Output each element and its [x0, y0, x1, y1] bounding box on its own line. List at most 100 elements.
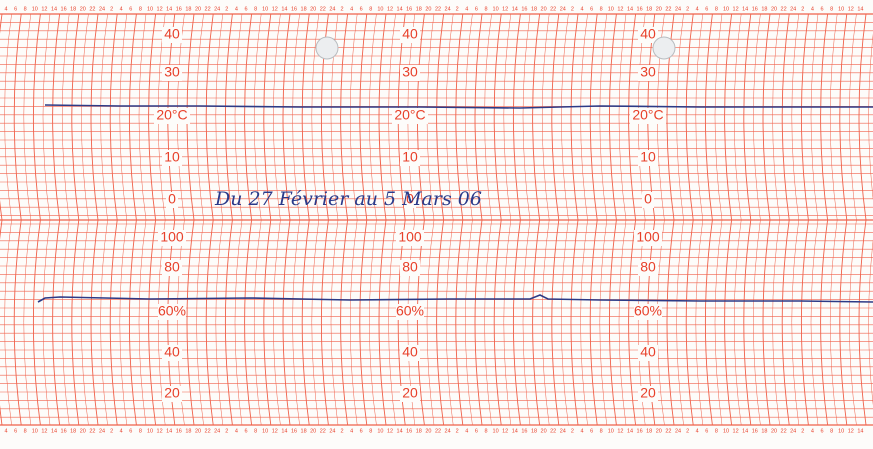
temperature-label: 10: [640, 149, 656, 165]
time-label: 6: [590, 428, 593, 434]
time-label: 16: [637, 428, 643, 434]
punch-hole: [316, 37, 338, 59]
time-label: 16: [61, 428, 67, 434]
time-label: 8: [600, 428, 603, 434]
time-label: 6: [360, 428, 363, 434]
time-label: 14: [512, 428, 518, 434]
time-label: 24: [329, 428, 335, 434]
time-label: 4: [811, 428, 814, 434]
time-label: 24: [790, 428, 796, 434]
time-label: 16: [752, 6, 758, 12]
time-label: 4: [465, 428, 468, 434]
time-label: 22: [435, 6, 441, 12]
humidity-label: 80: [164, 259, 180, 275]
time-label: 16: [406, 428, 412, 434]
time-label: 16: [291, 6, 297, 12]
temperature-label: 20°C: [394, 107, 425, 123]
temperature-label: 10: [164, 149, 180, 165]
time-label: 24: [675, 6, 681, 12]
time-label: 10: [723, 6, 729, 12]
time-label: 16: [752, 428, 758, 434]
time-label: 20: [195, 6, 201, 12]
time-label: 24: [560, 6, 566, 12]
time-label: 8: [24, 6, 27, 12]
time-label: 6: [705, 428, 708, 434]
time-label: 20: [310, 428, 316, 434]
time-label: 14: [742, 428, 748, 434]
time-label: 8: [369, 428, 372, 434]
time-label: 2: [686, 6, 689, 12]
time-label: 4: [350, 428, 353, 434]
humidity-label: 40: [640, 344, 656, 360]
time-label: 12: [733, 6, 739, 12]
time-label: 8: [830, 428, 833, 434]
time-label: 22: [89, 428, 95, 434]
time-label: 8: [254, 6, 257, 12]
time-label: 18: [301, 6, 307, 12]
recorder-chart: 4466881010121214141616181820202222242422…: [0, 0, 873, 449]
time-label: 18: [416, 6, 422, 12]
temperature-label: 20°C: [156, 107, 187, 123]
time-label: 14: [857, 6, 863, 12]
time-label: 4: [696, 6, 699, 12]
time-label: 10: [32, 428, 38, 434]
time-label: 20: [656, 6, 662, 12]
time-label: 2: [571, 6, 574, 12]
time-label: 18: [185, 428, 191, 434]
humidity-label: 20: [402, 385, 418, 401]
time-label: 22: [320, 428, 326, 434]
time-label: 10: [377, 428, 383, 434]
time-label: 2: [340, 428, 343, 434]
time-label: 6: [244, 428, 247, 434]
time-label: 10: [838, 6, 844, 12]
time-label: 8: [139, 428, 142, 434]
time-label: 20: [80, 6, 86, 12]
time-label: 10: [608, 428, 614, 434]
time-label: 4: [696, 428, 699, 434]
time-label: 16: [521, 428, 527, 434]
time-label: 12: [848, 6, 854, 12]
time-label: 12: [387, 6, 393, 12]
humidity-label: 60%: [158, 303, 186, 319]
time-label: 10: [608, 6, 614, 12]
temperature-label: 40: [402, 26, 418, 42]
time-label: 2: [456, 6, 459, 12]
humidity-label: 100: [636, 229, 660, 245]
time-label: 4: [4, 428, 7, 434]
temperature-label: 10: [402, 149, 418, 165]
time-label: 12: [502, 428, 508, 434]
time-label: 10: [262, 6, 268, 12]
humidity-label: 20: [640, 385, 656, 401]
time-label: 14: [166, 428, 172, 434]
time-label: 2: [686, 428, 689, 434]
time-label: 18: [646, 6, 652, 12]
time-label: 4: [120, 6, 123, 12]
time-label: 2: [340, 6, 343, 12]
time-label: 22: [205, 428, 211, 434]
time-label: 6: [820, 428, 823, 434]
time-label: 24: [214, 6, 220, 12]
time-label: 22: [550, 6, 556, 12]
humidity-label: 80: [640, 259, 656, 275]
time-label: 16: [521, 6, 527, 12]
time-label: 6: [14, 6, 17, 12]
temperature-label: 30: [640, 64, 656, 80]
time-label: 14: [397, 428, 403, 434]
time-label: 22: [781, 428, 787, 434]
time-label: 24: [790, 6, 796, 12]
temperature-label: 30: [402, 64, 418, 80]
time-label: 10: [838, 428, 844, 434]
humidity-label: 40: [164, 344, 180, 360]
time-label: 14: [51, 428, 57, 434]
time-label: 18: [301, 428, 307, 434]
time-label: 16: [406, 6, 412, 12]
time-label: 10: [32, 6, 38, 12]
time-label: 12: [272, 428, 278, 434]
time-label: 6: [475, 6, 478, 12]
time-label: 10: [377, 6, 383, 12]
time-label: 12: [272, 6, 278, 12]
time-label: 20: [425, 428, 431, 434]
time-label: 20: [310, 6, 316, 12]
time-label: 6: [590, 6, 593, 12]
time-label: 2: [225, 6, 228, 12]
